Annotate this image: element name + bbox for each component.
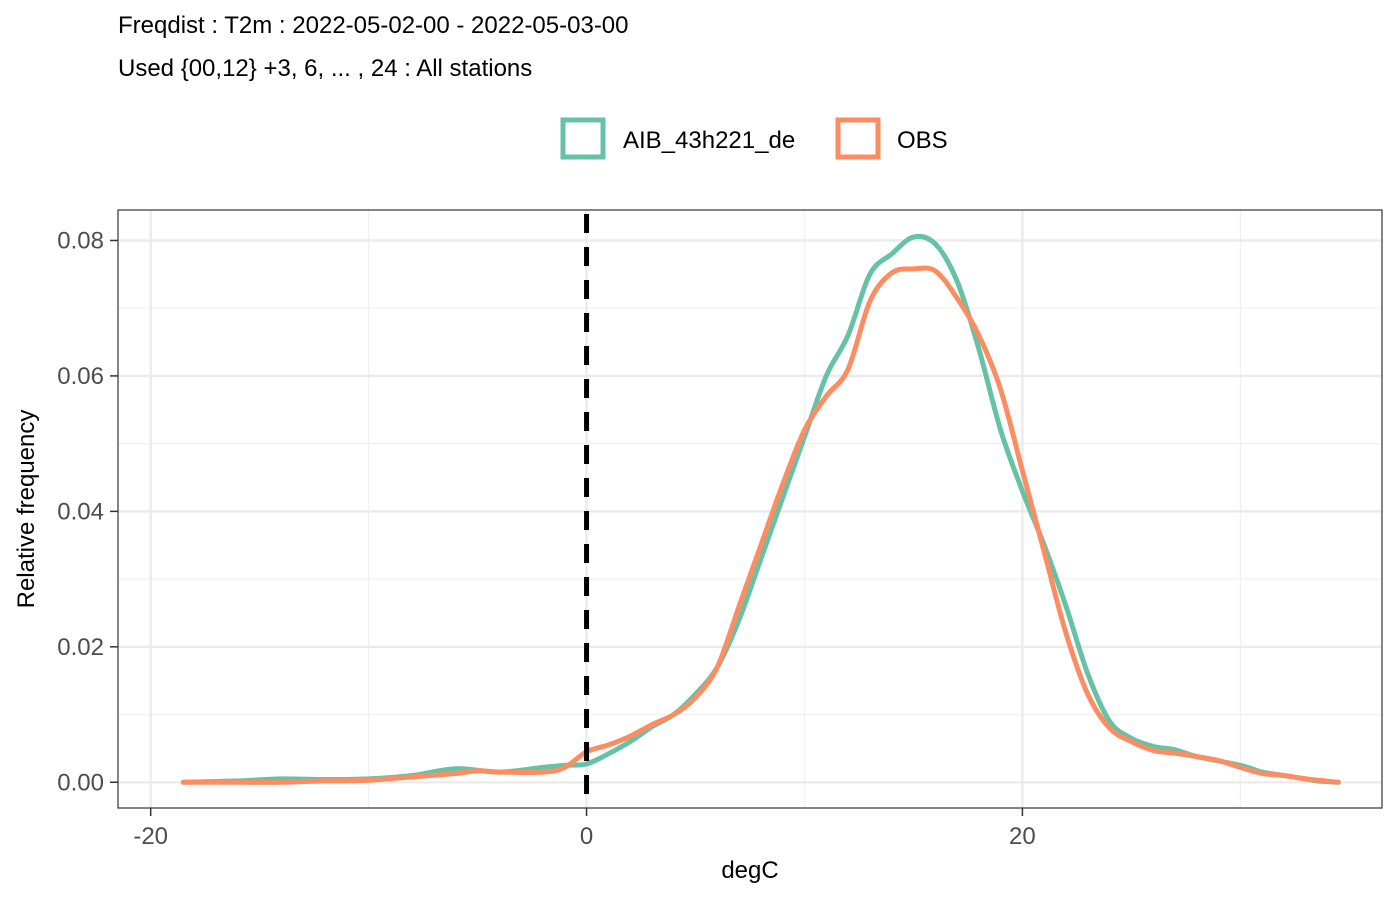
y-tick-label: 0.04 [57, 498, 104, 525]
chart-title: Freqdist : T2m : 2022-05-02-00 - 2022-05… [118, 12, 629, 39]
y-tick-label: 0.00 [57, 769, 104, 796]
legend-key-obs [835, 117, 881, 160]
x-tick-label: 0 [580, 823, 593, 850]
plot-panel [117, 209, 1383, 809]
legend-label-aib: AIB_43h221_de [623, 127, 795, 154]
x-tick-label: -20 [133, 823, 168, 850]
series-line-obs [180, 265, 1341, 785]
y-tick-label: 0.08 [57, 227, 104, 254]
legend-label-obs: OBS [897, 127, 948, 154]
x-tick-label: 20 [1009, 823, 1036, 850]
y-axis: 0.00 0.02 0.04 0.06 0.08 [57, 227, 118, 796]
y-tick-label: 0.02 [57, 634, 104, 661]
x-axis-label: degC [721, 857, 778, 884]
y-axis-label: Relative frequency [13, 410, 40, 609]
plot-border [117, 209, 1383, 809]
series-group [180, 233, 1341, 785]
legend: AIB_43h221_de OBS [560, 117, 948, 160]
x-axis: -20 0 20 [133, 808, 1036, 850]
series-line-aib [180, 233, 1341, 785]
legend-key-aib [560, 117, 606, 160]
y-tick-label: 0.06 [57, 363, 104, 390]
chart-subtitle: Used {00,12} +3, 6, ... , 24 : All stati… [118, 55, 532, 82]
